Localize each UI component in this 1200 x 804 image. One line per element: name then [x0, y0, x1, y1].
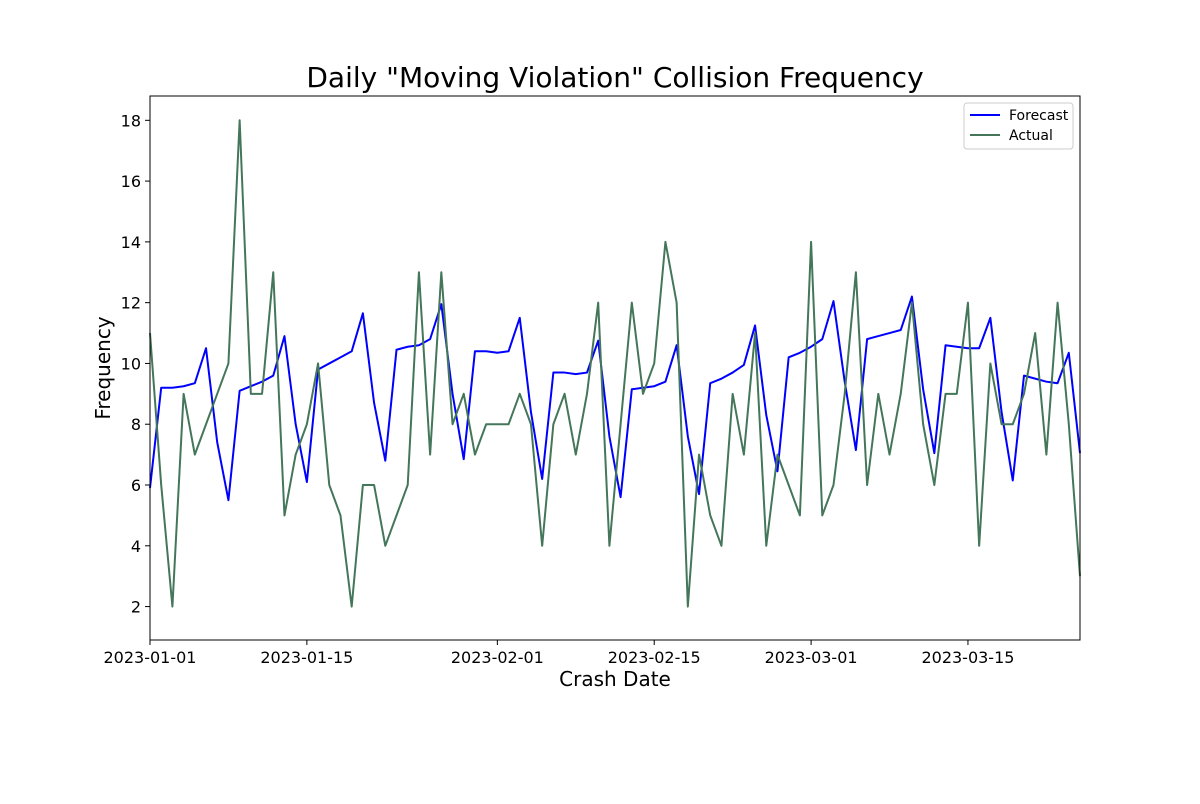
series-line-forecast	[149, 295, 1081, 502]
y-tick-label: 8	[131, 415, 141, 434]
legend: Forecast Actual	[963, 102, 1074, 150]
x-tick-label: 2023-01-01	[104, 648, 197, 667]
x-tick-label: 2023-03-01	[765, 648, 858, 667]
legend-label-forecast: Forecast	[1009, 108, 1069, 124]
x-axis: 2023-01-01 2023-01-15 2023-02-01 2023-02-15…	[104, 640, 1014, 667]
plot-frame	[149, 95, 1081, 641]
y-tick-label: 12	[121, 294, 141, 313]
y-tick-label: 16	[121, 172, 141, 191]
x-axis-label: Crash Date	[559, 667, 671, 691]
x-tick-label: 2023-03-15	[921, 648, 1014, 667]
y-axis-label: Frequency	[91, 316, 115, 419]
x-tick-label: 2023-02-01	[451, 648, 544, 667]
y-tick-label: 2	[131, 598, 141, 617]
y-tick-label: 6	[131, 476, 141, 495]
chart-title: Daily "Moving Violation" Collision Frequ…	[306, 61, 923, 94]
y-tick-label: 4	[131, 537, 141, 556]
series-line-actual	[149, 119, 1081, 608]
y-tick-label: 14	[121, 233, 141, 252]
legend-label-actual: Actual	[1009, 128, 1053, 144]
x-tick-label: 2023-02-15	[608, 648, 701, 667]
x-tick-label: 2023-01-15	[260, 648, 353, 667]
series-layer	[149, 119, 1081, 608]
y-axis: 2 4 6 8 10 12 14 16 18	[121, 111, 150, 617]
y-tick-label: 10	[121, 354, 141, 373]
y-tick-label: 18	[121, 111, 141, 130]
